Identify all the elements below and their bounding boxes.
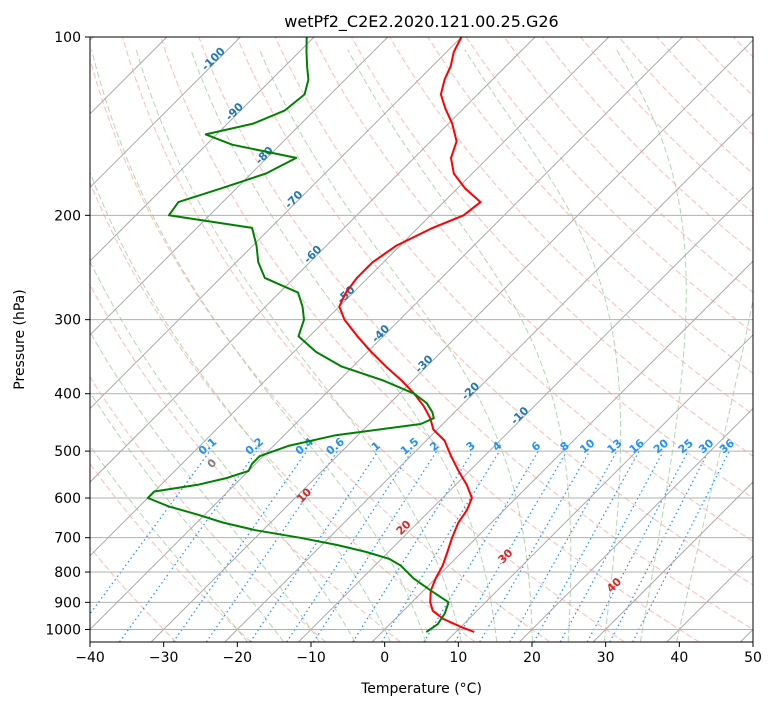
x-tick-label: 10 (449, 650, 467, 666)
y-tick-label: 1000 (45, 622, 81, 638)
y-tick-label: 400 (54, 387, 81, 403)
x-tick-label: −40 (75, 650, 105, 666)
y-tick-label: 600 (54, 491, 81, 507)
x-tick-label: 40 (670, 650, 688, 666)
x-tick-label: 0 (380, 650, 389, 666)
plot-background (90, 37, 753, 642)
y-tick-label: 900 (54, 595, 81, 611)
y-tick-label: 800 (54, 565, 81, 581)
y-tick-label: 500 (54, 444, 81, 460)
chart-title: wetPf2_C2E2.2020.121.00.25.G26 (284, 12, 558, 32)
y-axis-label: Pressure (hPa) (12, 289, 28, 389)
y-tick-label: 300 (54, 313, 81, 329)
x-tick-label: 20 (523, 650, 541, 666)
x-axis-label: Temperature (°C) (360, 681, 482, 697)
x-tick-label: −20 (223, 650, 253, 666)
y-tick-label: 100 (54, 30, 81, 46)
x-tick-label: 50 (744, 650, 762, 666)
y-tick-label: 700 (54, 531, 81, 547)
x-tick-label: −10 (296, 650, 326, 666)
x-tick-label: −30 (149, 650, 179, 666)
y-tick-label: 200 (54, 208, 81, 224)
x-tick-label: 30 (597, 650, 615, 666)
